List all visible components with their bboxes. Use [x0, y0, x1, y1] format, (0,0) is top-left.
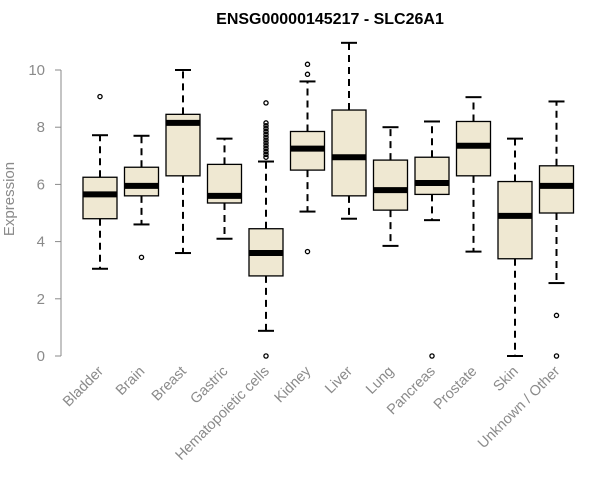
box-hematopoietic-cells	[248, 100, 284, 359]
y-tick-label: 10	[28, 62, 45, 79]
outlier-point	[263, 151, 269, 158]
box-skin	[497, 137, 533, 357]
outlier-point	[263, 131, 269, 138]
y-axis: 0 2 4 6 8 10	[28, 62, 62, 365]
outlier-point	[263, 128, 269, 135]
x-tick-label: Lung	[363, 364, 397, 398]
x-tick-label: Prostate	[431, 364, 480, 413]
outlier-point	[263, 125, 269, 132]
x-tick-label: Breast	[149, 364, 190, 405]
outlier-point	[304, 71, 311, 78]
y-tick-label: 4	[37, 234, 45, 251]
box-iqr	[497, 180, 533, 260]
outlier-point	[429, 353, 435, 359]
outlier-point	[138, 254, 145, 261]
box-iqr	[414, 156, 450, 196]
box-brain	[123, 134, 160, 261]
box-iqr	[123, 166, 160, 197]
box-lung	[372, 126, 409, 247]
box-bladder	[82, 93, 118, 270]
outlier-point	[263, 140, 269, 146]
outlier-point	[263, 154, 269, 160]
outlier-point	[263, 134, 269, 140]
box-series	[82, 41, 575, 359]
box-liver	[331, 41, 367, 220]
x-tick-label: Liver	[322, 363, 356, 397]
outlier-point	[304, 61, 311, 68]
outlier-point	[263, 353, 269, 359]
box-iqr	[538, 165, 575, 214]
box-pancreas	[414, 120, 450, 359]
box-kidney	[289, 61, 326, 255]
outlier-point	[263, 143, 269, 149]
x-tick-label: Bladder	[60, 363, 107, 410]
chart-title: ENSG00000145217 - SLC26A1	[216, 11, 444, 28]
x-tick-label: Kidney	[272, 363, 315, 406]
box-unknown-other	[538, 100, 575, 359]
outlier-point	[263, 100, 269, 106]
outlier-point	[263, 148, 269, 155]
y-tick-label: 8	[37, 119, 45, 136]
x-tick-label: Skin	[491, 364, 522, 395]
box-iqr	[82, 176, 118, 220]
box-prostate	[455, 96, 492, 253]
x-tick-label: Brain	[113, 364, 148, 399]
y-axis-label: Expression	[1, 162, 18, 236]
outlier-point	[263, 123, 269, 129]
outlier-point	[263, 145, 269, 152]
box-gastric	[206, 137, 243, 240]
y-tick-label: 2	[37, 291, 45, 308]
outlier-point	[263, 120, 269, 126]
y-tick-label: 0	[37, 348, 45, 365]
y-tick-label: 6	[37, 176, 45, 193]
box-breast	[165, 69, 201, 255]
outlier-point	[553, 353, 560, 359]
box-iqr	[331, 109, 367, 197]
outlier-point	[263, 137, 269, 143]
outlier-point	[304, 248, 311, 255]
outlier-point	[553, 312, 560, 319]
box-iqr	[372, 159, 409, 211]
outlier-point	[97, 93, 103, 100]
